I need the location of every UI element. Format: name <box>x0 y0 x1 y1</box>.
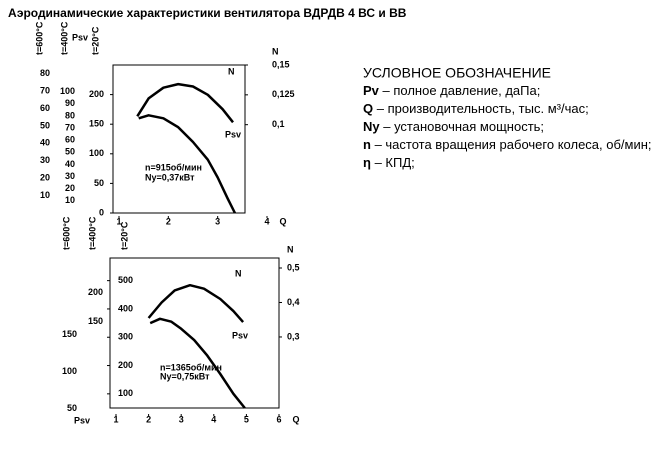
y-tick-label: 300 <box>118 332 133 342</box>
legend-key: Ny <box>363 119 380 134</box>
page-title: Аэродинамические характеристики вентилят… <box>8 6 407 20</box>
t600-tick-label: 100 <box>62 366 77 376</box>
y-tick-label: 100 <box>118 388 133 398</box>
y-tick-label: 100 <box>89 148 104 158</box>
curve <box>136 82 234 124</box>
t400-tick-label: 200 <box>88 287 103 297</box>
x-tick-label: 3 <box>215 216 220 226</box>
y-tick-label: 0 <box>99 207 104 217</box>
t400-tick-label: 10 <box>65 195 75 205</box>
curve <box>149 317 246 409</box>
legend-key: Q <box>363 101 373 116</box>
legend-text: – производительность, тыс. м³/час; <box>373 101 589 116</box>
legend-item: η – КПД; <box>363 155 415 170</box>
legend-text: – полное давление, даПа; <box>379 83 540 98</box>
legend-key: n <box>363 137 371 152</box>
t400-tick-label: 80 <box>65 110 75 120</box>
x-tick-label: 4 <box>211 414 216 424</box>
curve-label: Psv <box>225 129 241 139</box>
legend-text: – частота вращения рабочего колеса, об/м… <box>371 137 652 152</box>
legend-item: Pv – полное давление, даПа; <box>363 83 540 98</box>
t600-tick-label: 10 <box>40 190 50 200</box>
t400-tick-label: 150 <box>88 316 103 326</box>
legend-item: Q – производительность, тыс. м³/час; <box>363 101 589 116</box>
y-tick-label: 50 <box>94 178 104 188</box>
t600-tick-label: 50 <box>67 403 77 413</box>
y2-axis-label: N <box>287 244 294 254</box>
y-tick-label: 200 <box>89 89 104 99</box>
y2-axis-label: N <box>272 46 279 56</box>
legend-key: η <box>363 155 371 170</box>
t400-tick-label: 30 <box>65 171 75 181</box>
t400-tick-label: 70 <box>65 122 75 132</box>
legend-key: Pv <box>363 83 380 98</box>
curve <box>138 114 237 214</box>
t400-tick-label: 60 <box>65 135 75 145</box>
x-tick-label: 1 <box>113 414 118 424</box>
curve-label: N <box>228 66 235 76</box>
legend-heading: УСЛОВНОЕ ОБОЗНАЧЕНИЕ <box>363 65 551 81</box>
x-axis-label: Q <box>292 414 299 424</box>
x-axis-label: Q <box>279 216 286 226</box>
t600-tick-label: 50 <box>40 120 50 130</box>
t600-tick-label: 20 <box>40 173 50 183</box>
y-tick-label: 500 <box>118 275 133 285</box>
y2-tick-label: 0,4 <box>287 297 300 307</box>
y2-tick-label: 0,15 <box>272 59 290 69</box>
x-tick-label: 2 <box>166 216 171 226</box>
x-tick-label: 4 <box>264 216 269 226</box>
legend-text: – установочная мощность; <box>380 119 544 134</box>
t600-tick-label: 60 <box>40 103 50 113</box>
t600-tick-label: 40 <box>40 138 50 148</box>
t600-tick-label: 80 <box>40 68 50 78</box>
x-tick-label: 6 <box>276 414 281 424</box>
plot-frame <box>109 257 280 409</box>
x-tick-label: 3 <box>179 414 184 424</box>
t600-tick-label: 70 <box>40 85 50 95</box>
y2-tick-label: 0,3 <box>287 331 300 341</box>
curve <box>147 283 245 323</box>
y-axis-label: Psv <box>72 32 88 42</box>
x-tick-label: 1 <box>116 216 121 226</box>
legend-text: – КПД; <box>371 155 415 170</box>
axis-title: t=600°C <box>61 216 71 250</box>
x-tick-label: 2 <box>146 414 151 424</box>
y2-tick-label: 0,125 <box>272 89 295 99</box>
curve-label: Psv <box>232 330 248 340</box>
annotation: n=915об/мин <box>145 162 202 172</box>
axis-title: t=400°C <box>59 21 69 55</box>
y-tick-label: 200 <box>118 360 133 370</box>
annotation: Ny=0,37кВт <box>145 172 195 182</box>
curve-label: N <box>235 268 242 278</box>
t400-tick-label: 50 <box>65 147 75 157</box>
x-tick-label: 5 <box>244 414 249 424</box>
t600-tick-label: 30 <box>40 155 50 165</box>
legend-item: Ny – установочная мощность; <box>363 119 544 134</box>
y-axis-label: Psv <box>74 415 90 425</box>
annotation: Ny=0,75кВт <box>160 371 210 381</box>
axis-title: t=20°C <box>90 26 100 55</box>
legend-item: n – частота вращения рабочего колеса, об… <box>363 137 652 152</box>
t400-tick-label: 40 <box>65 159 75 169</box>
axis-title: t=400°C <box>87 216 97 250</box>
y2-tick-label: 0,5 <box>287 262 300 272</box>
t400-tick-label: 20 <box>65 183 75 193</box>
plot-frame <box>112 64 246 214</box>
annotation: n=1365об/мин <box>160 362 222 372</box>
y-tick-label: 150 <box>89 119 104 129</box>
t400-tick-label: 90 <box>65 98 75 108</box>
y-tick-label: 400 <box>118 303 133 313</box>
t600-tick-label: 150 <box>62 329 77 339</box>
axis-title: t=600°C <box>34 21 44 55</box>
axis-title: t=20°C <box>119 221 129 250</box>
y2-tick-label: 0,1 <box>272 119 285 129</box>
t400-tick-label: 100 <box>60 86 75 96</box>
